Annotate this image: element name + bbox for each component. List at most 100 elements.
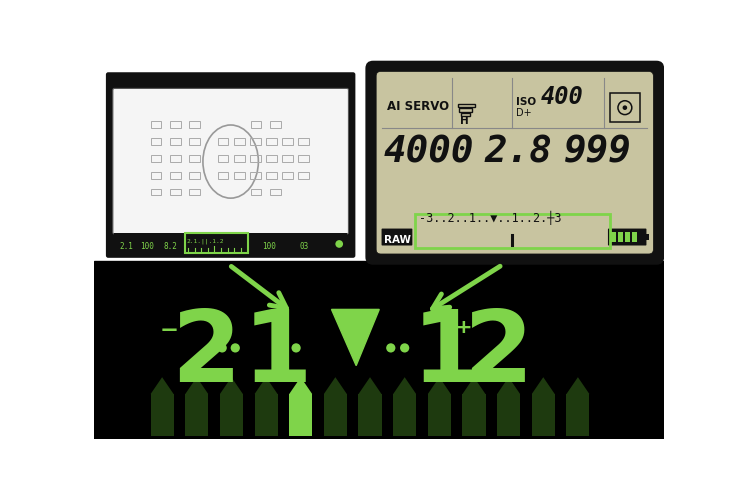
Polygon shape bbox=[255, 377, 278, 394]
FancyBboxPatch shape bbox=[366, 61, 665, 265]
Polygon shape bbox=[393, 377, 416, 394]
FancyBboxPatch shape bbox=[106, 72, 355, 258]
Bar bbox=[270, 121, 280, 128]
Text: 03: 03 bbox=[299, 243, 309, 251]
Bar bbox=[282, 138, 293, 144]
Circle shape bbox=[335, 240, 343, 248]
Bar bbox=[189, 155, 200, 162]
Bar bbox=[220, 394, 243, 436]
Text: 2: 2 bbox=[463, 306, 533, 403]
Polygon shape bbox=[289, 377, 312, 394]
Text: 2: 2 bbox=[172, 306, 241, 403]
Bar bbox=[532, 394, 555, 436]
Polygon shape bbox=[324, 377, 347, 394]
Text: D+: D+ bbox=[517, 108, 532, 118]
Text: ⁻: ⁻ bbox=[160, 321, 179, 355]
Bar bbox=[428, 394, 451, 436]
Circle shape bbox=[292, 343, 300, 352]
Bar bbox=[185, 394, 209, 436]
Bar bbox=[393, 394, 416, 436]
Bar bbox=[234, 172, 244, 178]
Bar bbox=[218, 172, 229, 178]
Bar bbox=[218, 155, 229, 162]
Circle shape bbox=[231, 343, 240, 352]
Bar bbox=[169, 155, 181, 162]
Bar bbox=[646, 234, 649, 240]
Bar bbox=[150, 172, 161, 178]
Bar bbox=[415, 214, 610, 248]
Bar bbox=[150, 138, 161, 144]
Text: 1: 1 bbox=[411, 306, 481, 403]
Bar bbox=[251, 188, 261, 195]
Bar bbox=[250, 172, 260, 178]
Bar bbox=[270, 188, 280, 195]
Bar bbox=[458, 104, 475, 107]
Bar bbox=[189, 172, 200, 178]
Bar bbox=[255, 394, 278, 436]
Text: 400: 400 bbox=[541, 85, 584, 109]
Polygon shape bbox=[358, 377, 382, 394]
Bar bbox=[185, 233, 249, 253]
Bar bbox=[461, 113, 470, 116]
Text: 2.1: 2.1 bbox=[120, 243, 134, 251]
Bar bbox=[169, 121, 181, 128]
Bar bbox=[610, 93, 639, 122]
Bar bbox=[150, 188, 161, 195]
Text: 2.8: 2.8 bbox=[485, 135, 553, 171]
Text: 1: 1 bbox=[243, 306, 312, 403]
Circle shape bbox=[386, 343, 395, 352]
Polygon shape bbox=[428, 377, 451, 394]
Bar bbox=[298, 172, 309, 178]
Bar bbox=[150, 155, 161, 162]
Bar bbox=[169, 188, 181, 195]
Bar bbox=[250, 138, 260, 144]
Polygon shape bbox=[150, 377, 174, 394]
Bar bbox=[95, 261, 665, 439]
Bar bbox=[169, 172, 181, 178]
Bar bbox=[289, 394, 312, 436]
Bar bbox=[115, 233, 347, 253]
Text: ISO: ISO bbox=[517, 97, 536, 107]
Bar bbox=[462, 394, 485, 436]
FancyBboxPatch shape bbox=[112, 88, 349, 234]
FancyBboxPatch shape bbox=[608, 229, 647, 246]
Bar bbox=[251, 121, 261, 128]
Bar bbox=[611, 232, 616, 243]
Bar bbox=[234, 155, 244, 162]
Bar bbox=[250, 155, 260, 162]
Text: RAW: RAW bbox=[384, 235, 411, 245]
Circle shape bbox=[622, 106, 628, 110]
Bar bbox=[169, 138, 181, 144]
Polygon shape bbox=[220, 377, 243, 394]
Bar bbox=[460, 108, 472, 111]
Bar bbox=[189, 188, 200, 195]
Circle shape bbox=[444, 343, 453, 352]
FancyBboxPatch shape bbox=[382, 229, 412, 246]
Bar bbox=[632, 232, 637, 243]
Bar bbox=[282, 172, 293, 178]
Bar bbox=[497, 394, 520, 436]
Bar bbox=[625, 232, 630, 243]
Bar bbox=[298, 155, 309, 162]
Text: AI SERVO: AI SERVO bbox=[387, 100, 449, 113]
Text: 2.1.||.1.2: 2.1.||.1.2 bbox=[186, 239, 224, 244]
Bar bbox=[266, 138, 277, 144]
Polygon shape bbox=[497, 377, 520, 394]
Bar bbox=[150, 121, 161, 128]
Bar bbox=[189, 121, 200, 128]
FancyBboxPatch shape bbox=[376, 71, 653, 254]
Bar bbox=[618, 232, 623, 243]
Circle shape bbox=[218, 343, 226, 352]
Circle shape bbox=[400, 343, 409, 352]
Polygon shape bbox=[532, 377, 555, 394]
Polygon shape bbox=[332, 310, 380, 366]
Polygon shape bbox=[185, 377, 209, 394]
Bar bbox=[218, 138, 229, 144]
Bar bbox=[266, 155, 277, 162]
Bar bbox=[566, 394, 590, 436]
Circle shape bbox=[278, 343, 287, 352]
Text: 999: 999 bbox=[564, 135, 632, 171]
Bar bbox=[234, 138, 244, 144]
Polygon shape bbox=[462, 377, 485, 394]
Bar bbox=[298, 138, 309, 144]
